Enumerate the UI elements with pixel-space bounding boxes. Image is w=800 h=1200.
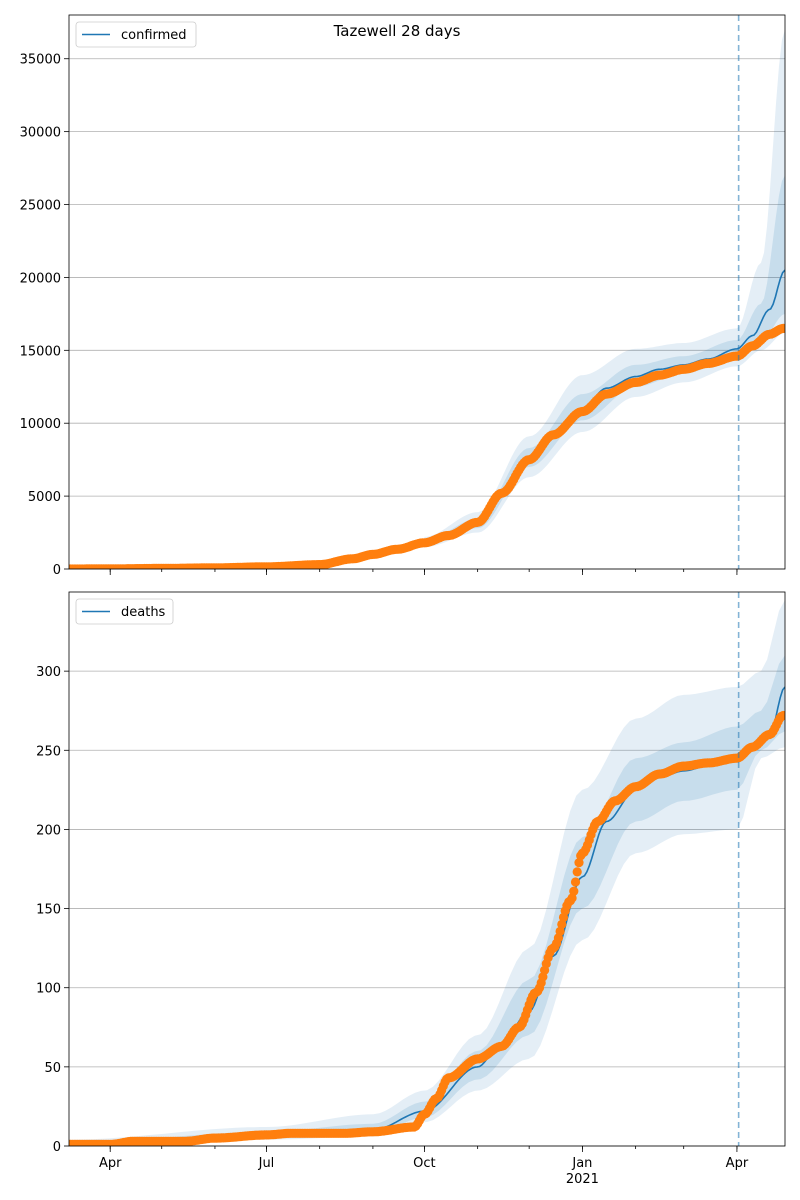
x-tick-label: Oct (413, 1156, 435, 1171)
y-tick-label: 300 (36, 665, 61, 680)
axes-frame (68, 14, 786, 570)
x-tick-label: Jul (258, 1156, 275, 1171)
y-tick-label: 200 (36, 823, 61, 838)
axes-frame (68, 591, 786, 1147)
figure-title: Tazewell 28 days (333, 22, 461, 40)
observed-point (572, 867, 582, 877)
legend: deaths (75, 598, 174, 625)
observed-point (557, 919, 567, 930)
x-tick-label: Apr (726, 1156, 749, 1171)
observed-series (69, 323, 785, 569)
confirmed-panel: 0 5000 10000 15000 20000 25000 30000 35000 confi… (20, 14, 786, 578)
observed-point (569, 886, 579, 896)
observed-point (555, 926, 565, 937)
x-tick-year-label: 2021 (566, 1172, 599, 1187)
legend-box (75, 21, 197, 48)
y-tick-label: 150 (36, 903, 61, 918)
y-tick-label: 35000 (20, 53, 61, 68)
legend: confirmed (75, 21, 197, 48)
y-tick-label: 0 (53, 563, 61, 578)
y-tick-label: 20000 (20, 271, 61, 286)
x-tick-label: Apr (99, 1156, 122, 1171)
observed-point (778, 323, 785, 333)
x-tick-label: Jan (571, 1156, 592, 1171)
y-tick-label: 25000 (20, 199, 61, 214)
y-tick-label: 5000 (28, 490, 61, 505)
legend-label: deaths (121, 605, 166, 620)
observed-point (570, 877, 581, 887)
y-tick-label: 50 (44, 1061, 61, 1076)
y-tick-label: 250 (36, 744, 61, 759)
y-tick-label: 100 (36, 982, 61, 997)
y-tick-label: 0 (53, 1140, 61, 1155)
legend-label: confirmed (121, 28, 187, 43)
y-tick-label: 10000 (20, 417, 61, 432)
observed-point (778, 710, 785, 721)
y-tick-label: 15000 (20, 344, 61, 359)
y-tick-label: 30000 (20, 126, 61, 141)
legend-box (75, 598, 174, 625)
observed-series (69, 710, 785, 1146)
